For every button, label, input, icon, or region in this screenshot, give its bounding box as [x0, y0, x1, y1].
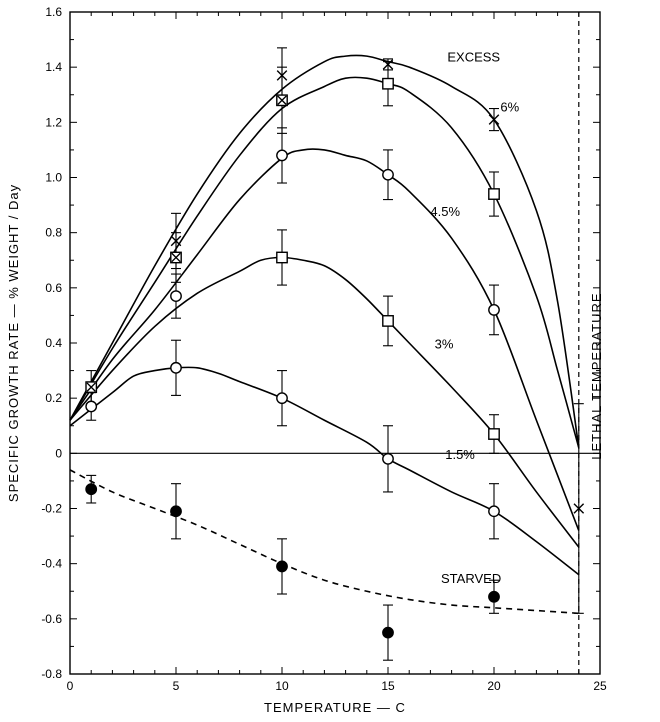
y-tick-label: 0.2 [45, 391, 62, 405]
marker-open-circle [383, 454, 393, 464]
x-tick-label: 25 [593, 679, 607, 693]
x-axis-label: TEMPERATURE — C [264, 700, 406, 715]
curve-label-three: 3% [435, 337, 454, 352]
y-axis-label: SPECIFIC GROWTH RATE — % WEIGHT / Day [6, 184, 21, 502]
lethal-temp-label: LETHAL TEMPERATURE [589, 292, 604, 459]
marker-open-circle [171, 291, 181, 301]
y-tick-label: 0 [55, 446, 62, 460]
marker-filled-circle [171, 506, 181, 516]
y-tick-label: 1.0 [45, 171, 62, 185]
marker-square [383, 316, 393, 326]
marker-open-circle [489, 506, 499, 516]
marker-square [383, 79, 393, 89]
marker-open-circle [277, 150, 287, 160]
curve-label-starved: STARVED [441, 571, 501, 586]
curve-label-six: 6% [500, 99, 519, 114]
curve-label-onefive: 1.5% [445, 447, 475, 462]
marker-open-circle [383, 170, 393, 180]
growth-rate-chart: 0 5 10 15 20 25 -0.8 -0.6 -0.4 -0.2 0 0.2 0.4 0.6 0.8 1… [0, 0, 660, 722]
marker-filled-circle [277, 561, 287, 571]
y-tick-label: -0.6 [41, 612, 62, 626]
curve-label-fourfive: 4.5% [430, 204, 460, 219]
marker-filled-circle [383, 627, 393, 637]
x-tick-label: 10 [275, 679, 289, 693]
x-tick-label: 5 [173, 679, 180, 693]
marker-open-circle [171, 363, 181, 373]
x-tick-label: 20 [487, 679, 501, 693]
y-tick-label: 1.2 [45, 115, 62, 129]
y-tick-label: 0.4 [45, 336, 62, 350]
marker-open-circle [86, 401, 96, 411]
y-tick-label: 1.6 [45, 5, 62, 19]
y-tick-label: -0.2 [41, 502, 62, 516]
marker-filled-circle [86, 484, 96, 494]
marker-square [277, 252, 287, 262]
marker-square [489, 189, 499, 199]
marker-open-circle [277, 393, 287, 403]
curve-label-excess: EXCESS [447, 50, 500, 65]
x-tick-label: 0 [67, 679, 74, 693]
y-tick-label: -0.4 [41, 557, 62, 571]
y-tick-label: 0.6 [45, 281, 62, 295]
marker-square [489, 429, 499, 439]
y-tick-label: -0.8 [41, 667, 62, 681]
marker-open-circle [489, 305, 499, 315]
y-tick-label: 0.8 [45, 226, 62, 240]
marker-filled-circle [489, 592, 499, 602]
y-tick-label: 1.4 [45, 60, 62, 74]
x-tick-label: 15 [381, 679, 395, 693]
